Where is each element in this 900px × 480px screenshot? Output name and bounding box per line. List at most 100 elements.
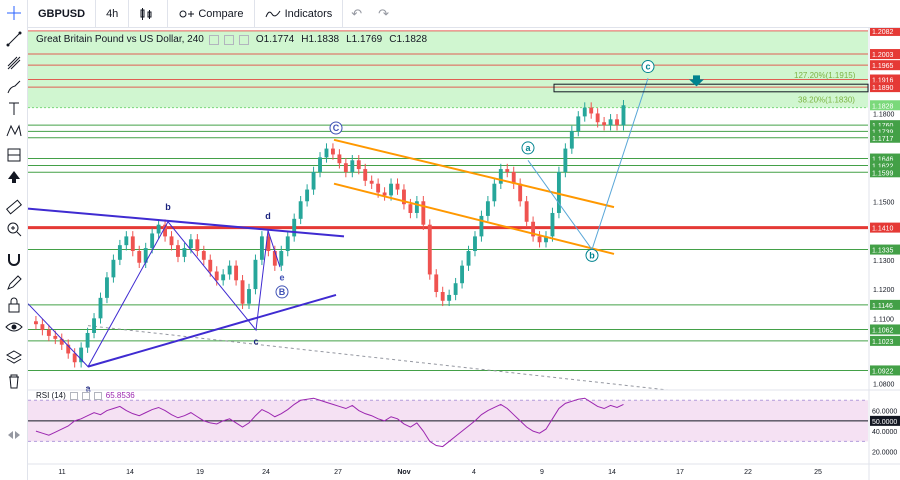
price-label: 1.1828 bbox=[872, 103, 894, 110]
candle-body bbox=[460, 265, 465, 284]
lock-icon[interactable] bbox=[5, 296, 23, 314]
candle-body bbox=[569, 131, 574, 149]
bar-style-button[interactable] bbox=[129, 0, 169, 28]
fib-label: 127.20%(1.1915) bbox=[794, 71, 856, 80]
brush-icon[interactable] bbox=[5, 78, 23, 96]
date-axis-tick: 14 bbox=[126, 469, 134, 476]
trash-icon[interactable] bbox=[5, 372, 23, 390]
dotted-trendline bbox=[87, 325, 669, 391]
interval-button[interactable]: 4h bbox=[96, 0, 130, 28]
candle-body bbox=[453, 283, 458, 295]
candle-body bbox=[188, 239, 193, 249]
candle-body bbox=[72, 353, 77, 363]
candle-body bbox=[53, 335, 58, 339]
candle-body bbox=[350, 160, 355, 172]
arrow-up-icon[interactable] bbox=[5, 168, 23, 186]
price-label-bg bbox=[870, 160, 900, 171]
candle-body bbox=[221, 274, 226, 281]
rsi-value: 65.8536 bbox=[105, 391, 135, 400]
candle-body bbox=[79, 347, 84, 363]
wave-label: a bbox=[85, 384, 91, 394]
candle-body bbox=[466, 251, 471, 266]
wave-label-circle bbox=[585, 248, 599, 262]
candle-body bbox=[531, 221, 536, 237]
wave-label: d bbox=[265, 211, 271, 221]
pitchfork-icon[interactable] bbox=[5, 54, 23, 72]
candle-body bbox=[163, 224, 168, 237]
price-label: 1.1335 bbox=[872, 248, 894, 255]
date-axis-tick: 17 bbox=[676, 469, 684, 476]
candle-body bbox=[576, 116, 581, 132]
price-label-bg bbox=[870, 222, 900, 233]
price-label: 1.1023 bbox=[872, 339, 894, 346]
price-label: 1.1062 bbox=[872, 327, 894, 334]
date-axis-tick: 14 bbox=[608, 469, 616, 476]
candle-body bbox=[111, 259, 116, 278]
magnet-icon[interactable] bbox=[5, 250, 23, 268]
ruler-icon[interactable] bbox=[5, 198, 23, 216]
rsi-settings-toggle[interactable] bbox=[81, 391, 90, 400]
compare-button[interactable]: Compare bbox=[168, 0, 255, 28]
legend-low: L1.1769 bbox=[346, 34, 383, 45]
price-label-bg bbox=[870, 132, 900, 143]
candle-body bbox=[608, 119, 613, 126]
price-label: 1.2082 bbox=[872, 29, 894, 36]
candle-body bbox=[556, 172, 561, 213]
candle-body bbox=[292, 218, 297, 237]
candle-body bbox=[169, 236, 174, 246]
drawing-toolbar bbox=[0, 0, 28, 480]
rsi-remove-toggle[interactable] bbox=[93, 391, 102, 400]
legend-visibility-toggle[interactable] bbox=[208, 34, 219, 45]
rsi-visibility-toggle[interactable] bbox=[69, 391, 78, 400]
text-tool-icon[interactable] bbox=[5, 100, 23, 118]
price-label: 1.1410 bbox=[872, 226, 894, 233]
rsi-name: RSI (14) bbox=[36, 391, 66, 400]
candle-body bbox=[279, 251, 284, 266]
price-label-bg bbox=[870, 120, 900, 131]
candle-body bbox=[518, 183, 523, 202]
candle-body bbox=[582, 107, 587, 117]
zoom-icon[interactable] bbox=[5, 220, 23, 238]
price-label-bg bbox=[870, 28, 900, 36]
legend-settings-toggle[interactable] bbox=[223, 34, 234, 45]
candle-body bbox=[550, 212, 555, 237]
expand-icon[interactable] bbox=[5, 426, 23, 444]
date-axis-tick: 19 bbox=[196, 469, 204, 476]
candle-body bbox=[105, 277, 109, 298]
pattern-icon[interactable] bbox=[5, 122, 23, 140]
rsi-axis-tick: 50.0000 bbox=[872, 419, 897, 426]
target-box bbox=[553, 83, 869, 93]
eye-icon[interactable] bbox=[5, 318, 23, 336]
symbol-search[interactable]: GBPUSD bbox=[0, 0, 97, 28]
candle-body bbox=[505, 169, 510, 172]
legend-high: H1.1838 bbox=[301, 34, 340, 45]
price-label: 1.1916 bbox=[872, 78, 894, 85]
candle-body bbox=[363, 169, 368, 181]
candle-body bbox=[343, 163, 348, 172]
wave-label: c bbox=[253, 337, 258, 347]
prediction-icon[interactable] bbox=[5, 146, 23, 164]
wedge-lower-line bbox=[87, 293, 337, 368]
price-label: 1.0922 bbox=[872, 368, 894, 375]
crosshair-icon[interactable] bbox=[5, 4, 23, 22]
candle-body bbox=[402, 189, 406, 205]
fib-label: 38.20%(1.1830) bbox=[798, 96, 855, 105]
legend-remove-toggle[interactable] bbox=[238, 34, 249, 45]
candle-body bbox=[253, 259, 258, 290]
layers-icon[interactable] bbox=[5, 348, 23, 366]
candle-body bbox=[440, 292, 445, 301]
trend-line-icon[interactable] bbox=[5, 30, 23, 48]
redo-icon[interactable]: ↷ bbox=[378, 5, 390, 21]
candle-body bbox=[356, 160, 361, 170]
indicators-button[interactable]: Indicators bbox=[255, 0, 344, 28]
undo-icon[interactable]: ↶ bbox=[351, 5, 363, 21]
date-axis-tick: 25 bbox=[814, 469, 822, 476]
candle-body bbox=[615, 119, 619, 126]
date-axis-tick: 22 bbox=[744, 469, 752, 476]
date-axis-tick: 27 bbox=[334, 469, 342, 476]
wave-label: a bbox=[525, 143, 531, 153]
draw-mode-icon[interactable] bbox=[5, 274, 23, 292]
candle-body bbox=[318, 157, 322, 172]
